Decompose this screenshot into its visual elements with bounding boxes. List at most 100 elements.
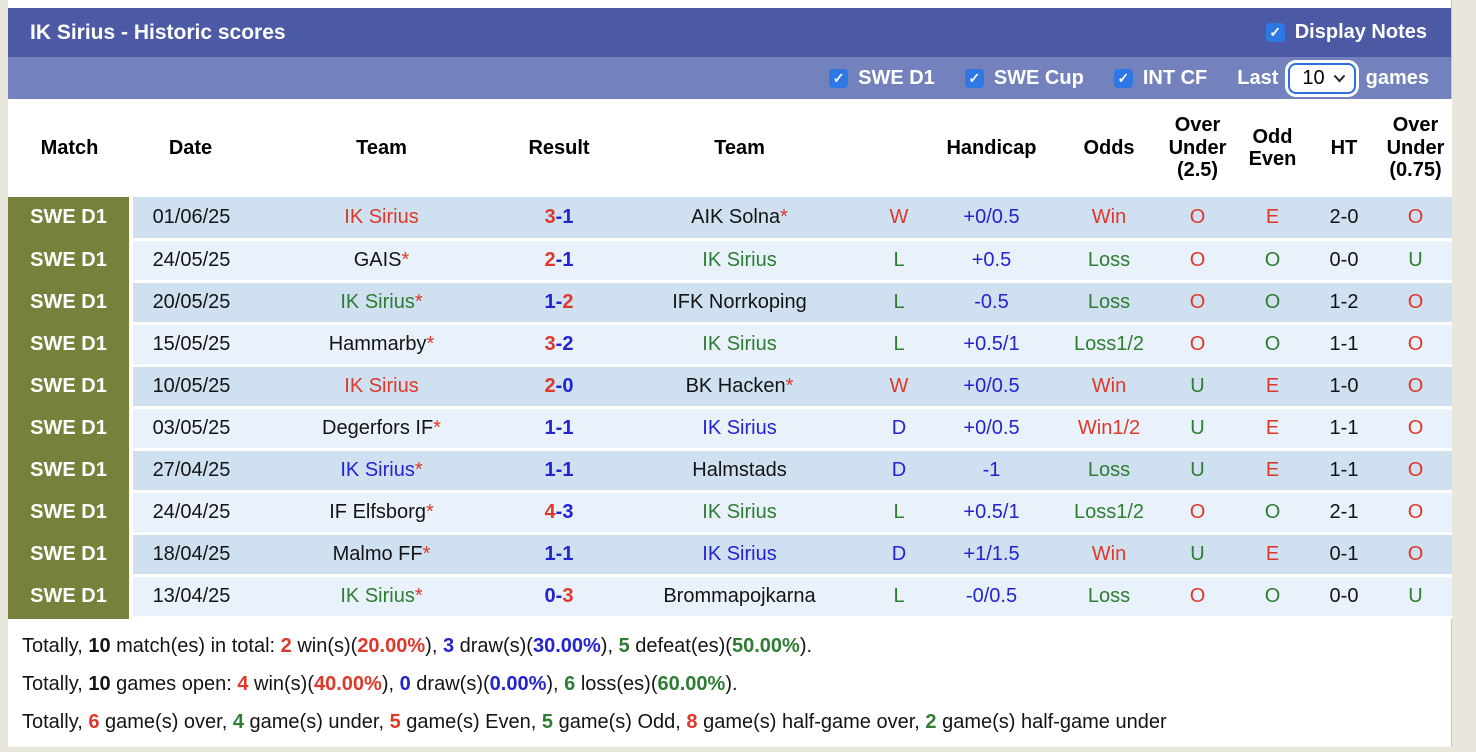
odds: Loss xyxy=(1059,239,1159,283)
historic-scores-table: Match Date Team Result Team Handicap Odd… xyxy=(8,99,1452,619)
away-goals: 2 xyxy=(562,290,574,313)
summary-segment: game(s) half-game over, xyxy=(697,710,926,733)
ht-score: 0-1 xyxy=(1309,533,1379,577)
over-under-0-75: O xyxy=(1379,323,1452,367)
outcome-letter: D xyxy=(891,458,907,481)
away-goals: 2 xyxy=(562,332,574,355)
team-star: * xyxy=(414,458,423,481)
home-goals: 2 xyxy=(544,248,556,271)
ht-score: 2-1 xyxy=(1309,491,1379,535)
over-under-2-5: U xyxy=(1159,407,1236,451)
summary-segment: ). xyxy=(725,672,738,695)
ht-score: 2-0 xyxy=(1309,197,1379,241)
score-dash: - xyxy=(555,416,563,439)
home-goals: 1 xyxy=(544,290,556,313)
swe-cup-checkbox[interactable]: ✓ xyxy=(964,68,984,88)
team-name: IF Elfsborg xyxy=(329,500,426,523)
match-date: 13/04/25 xyxy=(131,575,250,619)
table-row: SWE D1 24/04/25 IF Elfsborg* 4-3 IK Sirius L +… xyxy=(8,491,1452,535)
summary-segment: game(s) Even, xyxy=(400,710,542,733)
ou25-letter: U xyxy=(1190,458,1205,481)
team-name: IK Sirius xyxy=(702,416,777,439)
over-under-0-75: O xyxy=(1379,449,1452,493)
summary-segment: 30.00% xyxy=(532,634,601,657)
display-notes-checkbox[interactable]: ✓ xyxy=(1265,23,1285,42)
home-team: Malmo FF* xyxy=(250,533,513,577)
summary-segment: 20.00% xyxy=(357,634,426,657)
match-date: 24/04/25 xyxy=(131,491,250,535)
away-goals: 3 xyxy=(562,584,574,607)
odd-even-letter: O xyxy=(1264,248,1281,271)
odd-even: O xyxy=(1236,491,1309,535)
display-notes-label: Display Notes xyxy=(1294,21,1427,43)
handicap: -0/0.5 xyxy=(924,575,1059,619)
team-star: * xyxy=(414,290,423,313)
odd-even: E xyxy=(1236,533,1309,577)
home-team: IK Sirius xyxy=(250,365,513,409)
summary-segment: 6 xyxy=(88,710,100,733)
team-name: IK Sirius xyxy=(702,248,777,271)
int-cf-checkbox[interactable]: ✓ xyxy=(1113,68,1133,88)
odds-result: Loss xyxy=(1087,584,1131,607)
over-under-0-75: O xyxy=(1379,365,1452,409)
odds-result: Loss1/2 xyxy=(1073,332,1145,355)
ou25-letter: O xyxy=(1189,205,1206,228)
col-header-odd-even: Odd Even xyxy=(1236,99,1309,197)
summary-segment: 10 xyxy=(88,634,111,657)
away-goals: 3 xyxy=(562,500,574,523)
outcome-letter: W xyxy=(889,374,909,397)
summary-segment: 8 xyxy=(686,710,698,733)
summary-segment: 10 xyxy=(88,672,111,695)
odd-even-letter: E xyxy=(1265,205,1280,228)
score-dash: - xyxy=(555,205,563,228)
team-name: BK Hacken xyxy=(685,374,786,397)
summary-segment: game(s) under, xyxy=(243,710,390,733)
last-games-value: 10 xyxy=(1302,66,1325,89)
summary-segment: win(s)( xyxy=(248,672,314,695)
ou25-letter: O xyxy=(1189,584,1206,607)
home-team: Hammarby* xyxy=(250,323,513,367)
over-under-0-75: U xyxy=(1379,239,1452,283)
swe-cup-label: SWE Cup xyxy=(993,66,1084,89)
summary-segment: Totally, xyxy=(22,634,89,657)
over-under-0-75: O xyxy=(1379,407,1452,451)
score: 3-1 xyxy=(513,197,605,241)
league-badge: SWE D1 xyxy=(8,365,133,409)
summary-segment: 60.00% xyxy=(657,672,726,695)
odds-result: Loss xyxy=(1087,248,1131,271)
score: 1-1 xyxy=(513,407,605,451)
away-goals: 1 xyxy=(562,205,574,228)
home-goals: 3 xyxy=(544,332,556,355)
summary-segment: ), xyxy=(600,634,619,657)
score-dash: - xyxy=(555,374,563,397)
summary-segment: 5 xyxy=(389,710,401,733)
outcome-letter: L xyxy=(893,584,905,607)
odd-even: E xyxy=(1236,365,1309,409)
summary-segment: ), xyxy=(425,634,443,657)
odds: Win xyxy=(1059,197,1159,241)
ou25-letter: O xyxy=(1189,332,1206,355)
odd-even: E xyxy=(1236,197,1309,241)
away-team: AIK Solna* xyxy=(605,197,874,241)
handicap: +0.5/1 xyxy=(924,323,1059,367)
odd-even: E xyxy=(1236,407,1309,451)
outcome-letter: L xyxy=(893,290,905,313)
match-date: 03/05/25 xyxy=(131,407,250,451)
swe-d1-checkbox[interactable]: ✓ xyxy=(829,68,849,88)
handicap: +0/0.5 xyxy=(924,365,1059,409)
last-games-select[interactable]: 10 xyxy=(1288,62,1356,94)
summary-segment: draw(s)( xyxy=(454,634,533,657)
summary-segment: win(s)( xyxy=(291,634,358,657)
summary-segment: 5 xyxy=(618,634,630,657)
handicap: +0/0.5 xyxy=(924,197,1059,241)
odd-even: O xyxy=(1236,239,1309,283)
team-star: * xyxy=(425,500,434,523)
handicap: +0.5/1 xyxy=(924,491,1059,535)
col-header-ht: HT xyxy=(1309,99,1379,197)
display-notes-control: ✓ Display Notes xyxy=(1265,21,1427,44)
table-row: SWE D1 01/06/25 IK Sirius 3-1 AIK Solna* W +0/… xyxy=(8,197,1452,241)
ou075-letter: O xyxy=(1407,500,1424,523)
ht-score: 1-0 xyxy=(1309,365,1379,409)
home-team: Degerfors IF* xyxy=(250,407,513,451)
table-header-row: Match Date Team Result Team Handicap Odd… xyxy=(8,99,1452,197)
